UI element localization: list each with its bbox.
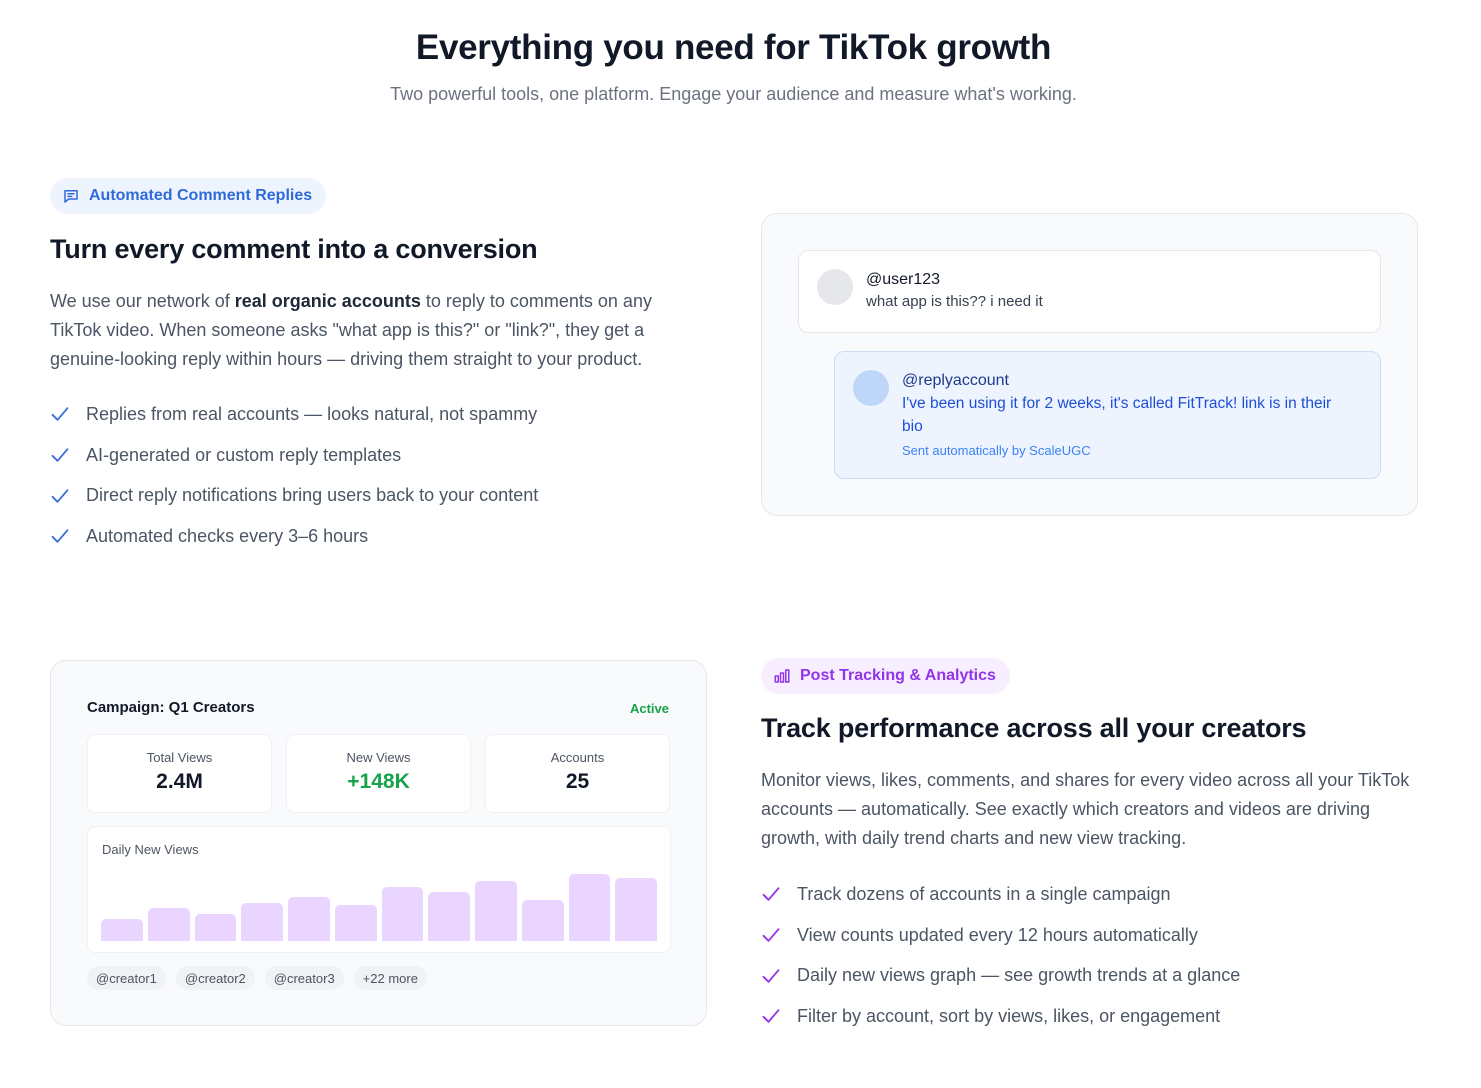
- comment-replies-checklist: Replies from real accounts — looks natur…: [50, 394, 538, 557]
- creator-tag: @creator2: [175, 966, 255, 990]
- creator-tags: @creator1 @creator2 @creator3 +22 more: [87, 966, 437, 990]
- chart-bar: [334, 905, 377, 941]
- chart-bar: [475, 881, 517, 941]
- checklist-item-text: AI-generated or custom reply templates: [86, 444, 402, 465]
- comment-replies-badge: Automated Comment Replies: [50, 178, 327, 214]
- badge-label: Automated Comment Replies: [89, 187, 313, 204]
- checklist-item: Daily new views graph — see growth trend…: [761, 955, 1240, 996]
- checklist-item-text: Track dozens of accounts in a single cam…: [797, 883, 1171, 904]
- analytics-badge: Post Tracking & Analytics: [761, 658, 1010, 694]
- analytics-title: Track performance across all your creato…: [761, 713, 1307, 743]
- section-title: Everything you need for TikTok growth: [415, 28, 1052, 67]
- checklist-item: Automated checks every 3–6 hours: [50, 516, 538, 557]
- chart-bar: [615, 878, 657, 941]
- checklist-item-text: Replies from real accounts — looks natur…: [86, 403, 538, 424]
- check-icon: [51, 448, 69, 462]
- stat-total-views: Total Views 2.4M: [87, 734, 272, 813]
- section-subtitle: Two powerful tools, one platform. Engage…: [390, 84, 1077, 104]
- creator-tag: +22 more: [353, 966, 427, 990]
- checklist-item-text: View counts updated every 12 hours autom…: [797, 924, 1198, 945]
- check-icon: [762, 968, 780, 983]
- stat-value: +148K: [347, 770, 410, 793]
- chart-bar: [241, 902, 283, 941]
- stat-label: Accounts: [550, 750, 605, 765]
- stat-label: New Views: [346, 750, 411, 765]
- chart-bar: [194, 913, 237, 941]
- analytics-checklist: Track dozens of accounts in a single cam…: [761, 874, 1240, 1037]
- checklist-item-text: Daily new views graph — see growth trend…: [797, 965, 1241, 986]
- check-icon: [762, 928, 780, 942]
- creator-tag: @creator3: [264, 966, 344, 990]
- stat-value: 2.4M: [156, 770, 203, 793]
- analytics-demo-card: Campaign: Q1 Creators Active Total Views…: [50, 660, 707, 1026]
- daily-views-chart: Daily New Views: [87, 826, 671, 953]
- checklist-item: Filter by account, sort by views, likes,…: [761, 996, 1240, 1037]
- creator-tag: @creator1: [87, 966, 166, 990]
- check-icon: [51, 407, 69, 422]
- stat-new-views: New Views +148K: [286, 734, 471, 813]
- checklist-item: Replies from real accounts — looks natur…: [50, 394, 538, 435]
- checklist-item-text: Direct reply notifications bring users b…: [86, 485, 539, 506]
- original-comment: @user123 what app is this?? i need it: [798, 250, 1381, 333]
- stat-label: Total Views: [146, 750, 213, 765]
- bar-chart-icon: [774, 669, 790, 683]
- checklist-item: Track dozens of accounts in a single cam…: [761, 874, 1240, 915]
- checklist-item-text: Automated checks every 3–6 hours: [86, 525, 369, 546]
- check-icon: [762, 1009, 780, 1024]
- checklist-item: View counts updated every 12 hours autom…: [761, 915, 1240, 956]
- chart-bar: [101, 918, 143, 941]
- check-icon: [51, 488, 69, 503]
- reply-username: @replyaccount: [902, 372, 1009, 389]
- chart-bar: [521, 900, 564, 941]
- avatar: [853, 370, 889, 406]
- chart-bar: [147, 907, 190, 941]
- status-badge: Active: [629, 701, 669, 716]
- check-icon: [51, 529, 69, 544]
- chart-bar: [568, 874, 611, 941]
- chart-bar: [288, 897, 330, 941]
- reply-text: I've been using it for 2 weeks, it's cal…: [902, 395, 1332, 435]
- chart-bar: [428, 892, 470, 941]
- checklist-item: AI-generated or custom reply templates: [50, 435, 538, 476]
- reply-comment: @replyaccount I've been using it for 2 w…: [834, 351, 1381, 479]
- chart-title: Daily New Views: [102, 842, 199, 857]
- checklist-item: Direct reply notifications bring users b…: [50, 475, 538, 516]
- check-icon: [762, 887, 780, 902]
- highlight-text: real organic accounts: [234, 291, 421, 311]
- message-icon: [64, 190, 78, 203]
- reply-note: Sent automatically by ScaleUGC: [902, 443, 1091, 458]
- analytics-description: Monitor views, likes, comments, and shar…: [761, 770, 1410, 848]
- comment-username: @user123: [866, 271, 941, 288]
- campaign-title: Campaign: Q1 Creators: [87, 699, 255, 716]
- avatar: [817, 269, 853, 305]
- stat-accounts: Accounts 25: [485, 734, 670, 813]
- checklist-item-text: Filter by account, sort by views, likes,…: [797, 1005, 1221, 1026]
- chart-bar: [381, 886, 424, 941]
- comment-text: what app is this?? i need it: [866, 293, 1043, 310]
- comment-replies-title: Turn every comment into a conversion: [50, 234, 538, 264]
- badge-label: Post Tracking & Analytics: [800, 667, 996, 684]
- stat-value: 25: [565, 770, 590, 793]
- comment-replies-description: We use our network of real organic accou…: [50, 291, 652, 369]
- bar-area: [101, 867, 657, 941]
